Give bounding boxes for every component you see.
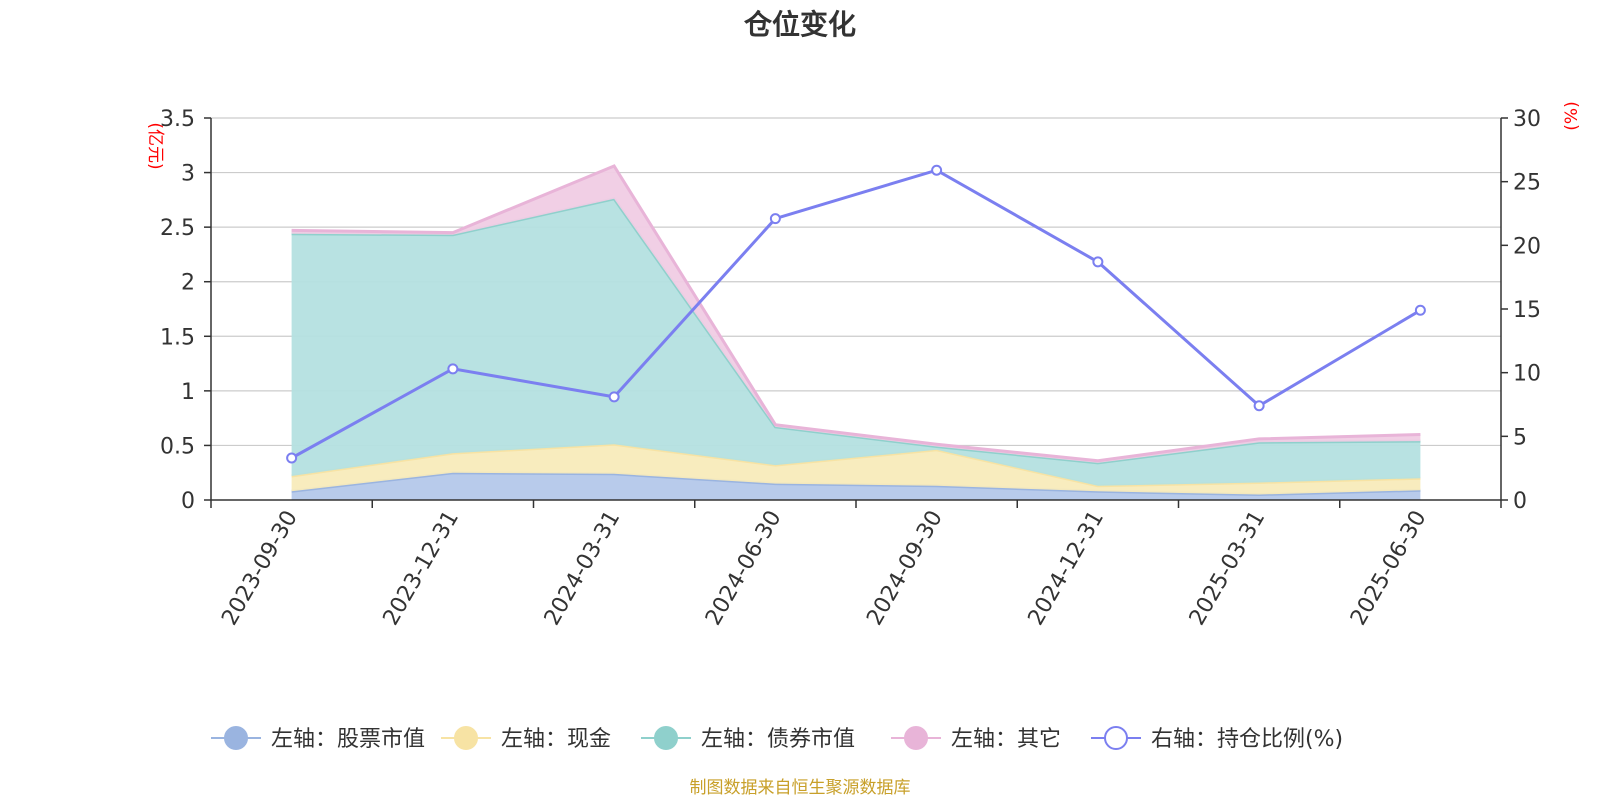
left-tick-label: 3 <box>181 162 195 187</box>
right-axis-unit: (%) <box>1562 101 1582 130</box>
left-axis-ticks: 0 0.5 1 1.5 2 2.5 3 3.5 <box>160 107 211 514</box>
x-tick-label: 2024-03-31 <box>540 507 626 630</box>
left-tick-label: 0 <box>181 489 195 514</box>
area-edge-左轴：其它 <box>291 164 1421 463</box>
legend: 左轴：股票市值 左轴：现金 左轴：债券市值 左轴：其它 右轴：持仓比例(%) <box>211 726 1343 752</box>
legend-marker <box>224 726 248 750</box>
area-左轴：现金 <box>291 444 1421 495</box>
legend-marker <box>654 726 678 750</box>
right-tick-label: 5 <box>1513 425 1527 450</box>
left-tick-label: 1.5 <box>160 325 195 350</box>
legend-label: 左轴：股票市值 <box>271 727 425 752</box>
x-tick-label: 2024-12-31 <box>1023 507 1109 630</box>
x-axis-ticks: 2023-09-30 2023-12-31 2024-03-31 2024-06-30… <box>210 500 1502 630</box>
ratio-point <box>931 164 943 176</box>
x-tick-label: 2023-09-30 <box>217 507 303 630</box>
right-tick-label: 25 <box>1513 171 1541 196</box>
x-tick-label: 2025-03-31 <box>1185 507 1271 630</box>
x-tick-label: 2024-09-30 <box>862 507 948 630</box>
legend-marker <box>904 726 928 750</box>
x-tick-label: 2024-06-30 <box>701 507 787 630</box>
legend-marker <box>454 726 478 750</box>
ratio-point <box>447 363 459 375</box>
right-tick-label: 30 <box>1513 107 1541 132</box>
left-tick-label: 2 <box>181 271 195 296</box>
stacked-areas <box>291 164 1421 500</box>
right-tick-label: 10 <box>1513 362 1541 387</box>
left-tick-label: 0.5 <box>160 434 195 459</box>
ratio-point <box>1253 400 1265 412</box>
right-tick-label: 0 <box>1513 489 1527 514</box>
right-tick-label: 15 <box>1513 298 1541 323</box>
legend-label: 左轴：现金 <box>501 727 611 752</box>
legend-label: 右轴：持仓比例(%) <box>1151 727 1343 752</box>
ratio-point <box>608 391 620 403</box>
legend-label: 左轴：其它 <box>951 727 1061 752</box>
x-tick-label: 2023-12-31 <box>378 507 464 630</box>
left-tick-label: 1 <box>181 380 195 405</box>
legend-marker <box>1104 726 1128 750</box>
ratio-point <box>769 213 781 225</box>
data-source-note: 制图数据来自恒生聚源数据库 <box>690 778 911 798</box>
ratio-point <box>1092 256 1104 268</box>
left-axis-unit: (亿元) <box>145 122 165 169</box>
ratio-point <box>1414 304 1426 316</box>
x-tick-label: 2025-06-30 <box>1346 507 1432 630</box>
legend-label: 左轴：债券市值 <box>701 727 855 752</box>
ratio-point <box>286 452 298 464</box>
ratio-line-path <box>290 168 1422 460</box>
chart-title: 仓位变化 <box>744 8 856 41</box>
right-axis-ticks: 0 5 10 15 20 25 30 <box>1501 107 1541 514</box>
left-tick-label: 3.5 <box>160 107 195 132</box>
ratio-line <box>286 164 1426 464</box>
area-左轴：债券市值 <box>291 198 1421 486</box>
left-tick-label: 2.5 <box>160 216 195 241</box>
right-tick-label: 20 <box>1513 234 1541 259</box>
